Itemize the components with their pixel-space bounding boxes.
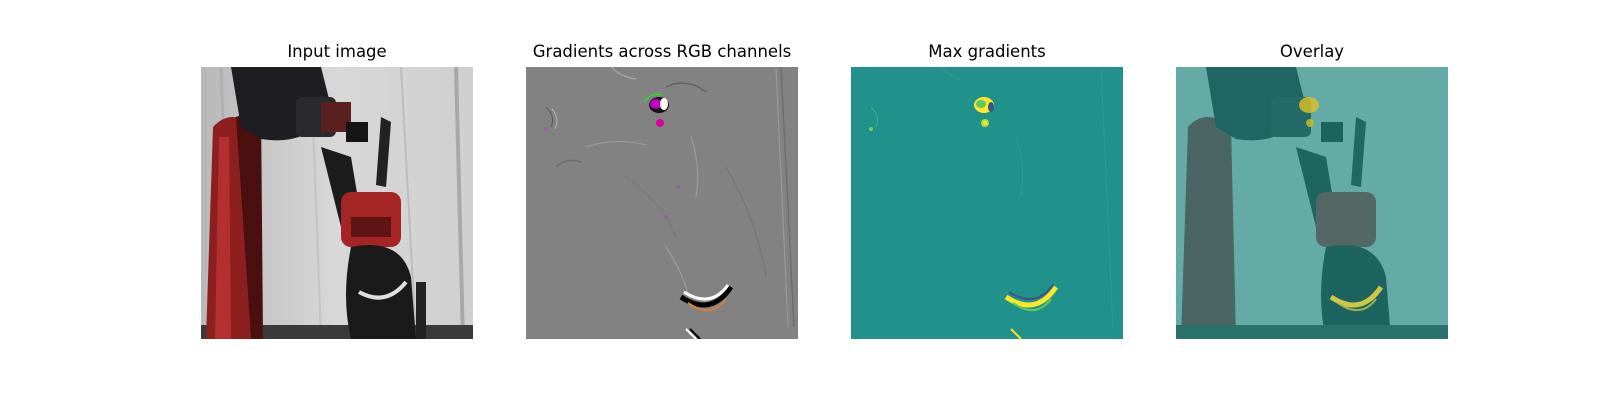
input-image (201, 67, 473, 339)
panel-title: Gradients across RGB channels (532, 42, 792, 61)
rgb-gradients-image (526, 67, 798, 339)
panel-rgb-gradients: Gradients across RGB channels (526, 0, 798, 400)
panel-max-gradients: Max gradients (851, 0, 1123, 400)
panel-overlay: Overlay (1176, 0, 1448, 400)
panel-title: Max gradients (928, 42, 1046, 61)
panel-title: Input image (287, 42, 387, 61)
panel-title: Overlay (1279, 42, 1345, 61)
panel-input-image: Input image (201, 0, 473, 400)
max-gradients-image (851, 67, 1123, 339)
overlay-image (1176, 67, 1448, 339)
